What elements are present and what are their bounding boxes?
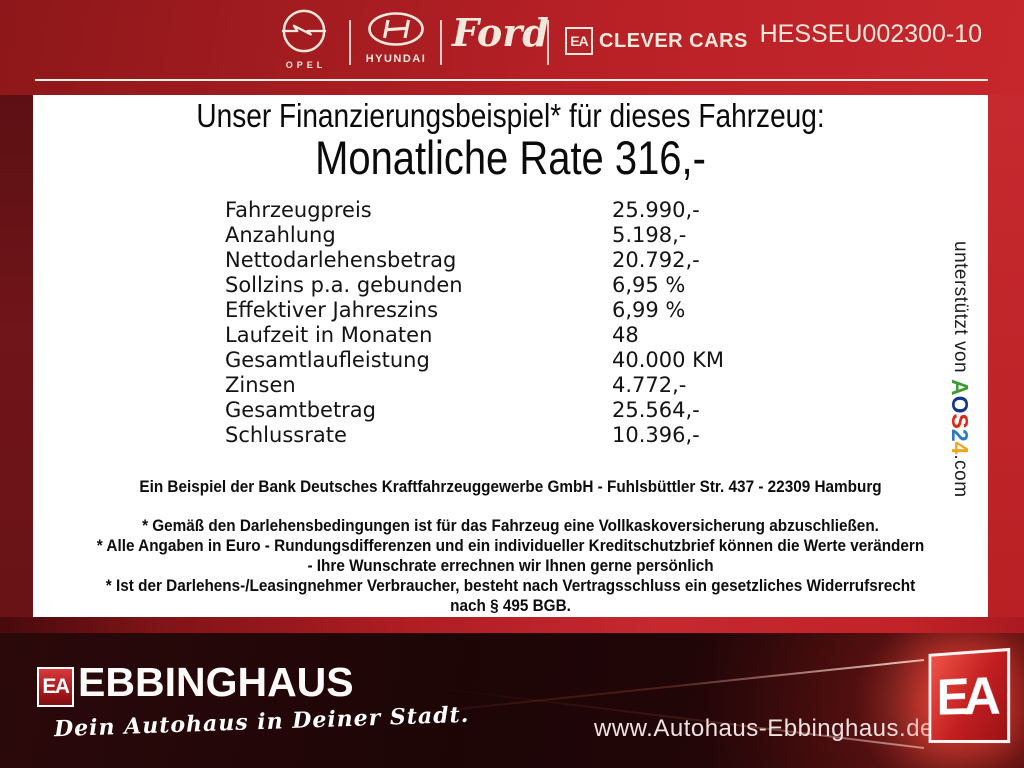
bank-note: Ein Beispiel der Bank Deutsches Kraftfah… xyxy=(139,477,882,496)
content-panel: Unser Finanzierungsbeispiel* für dieses … xyxy=(33,95,988,617)
clever-cars-logo: EA Clever Cars xyxy=(565,27,748,55)
hyundai-wordmark: HYUNDAI xyxy=(365,53,427,65)
finance-example-title: Unser Finanzierungsbeispiel* für dieses … xyxy=(196,97,825,134)
footnote-line: * Ist der Darlehens-/Leasingnehmer Verbr… xyxy=(105,576,916,595)
aos24-letter: 2 xyxy=(947,428,973,442)
footnote-line: * Alle Angaben in Euro - Rundungsdiffere… xyxy=(96,536,925,555)
aos24-letter: S xyxy=(947,413,973,429)
finance-value: 25.564,- xyxy=(612,397,700,422)
footer: EA EBBINGHAUS Dein Autohaus in Deiner St… xyxy=(0,633,1024,768)
finance-label: Gesamtlaufleistung xyxy=(225,347,430,372)
brand-separator xyxy=(547,20,549,65)
finance-label: Zinsen xyxy=(225,372,296,397)
finance-row: Laufzeit in Monaten 48 xyxy=(225,322,724,347)
finance-value: 5.198,- xyxy=(612,222,687,247)
finance-label: Fahrzeugpreis xyxy=(225,197,372,222)
finance-value: 25.990,- xyxy=(612,197,700,222)
finance-table: Fahrzeugpreis 25.990,- Anzahlung 5.198,-… xyxy=(225,197,724,447)
finance-row: Gesamtlaufleistung 40.000 KM xyxy=(225,347,724,372)
finance-value: 4.772,- xyxy=(612,372,687,397)
finance-row: Gesamtbetrag 25.564,- xyxy=(225,397,724,422)
website-url: www.Autohaus-Ebbinghaus.de xyxy=(594,715,934,742)
header-bar: OPEL HYUNDAI Ford EA Clever Cars HESSEU0… xyxy=(0,0,1024,95)
finance-label: Anzahlung xyxy=(225,222,336,247)
brand-separator xyxy=(440,20,442,65)
footnote-line: * Gemäß den Darlehensbedingungen ist für… xyxy=(142,516,879,535)
vehicle-id: HESSEU002300-10 xyxy=(759,20,982,48)
hyundai-emblem-icon xyxy=(367,12,425,51)
finance-row: Anzahlung 5.198,- xyxy=(225,222,724,247)
finance-label: Gesamtbetrag xyxy=(225,397,377,422)
ea-badge-icon: EA xyxy=(565,27,593,55)
aos24-letter: A xyxy=(947,378,973,396)
opel-wordmark: OPEL xyxy=(285,60,327,70)
finance-row: Sollzins p.a. gebunden 6,95 % xyxy=(225,272,724,297)
header-underline xyxy=(35,79,988,81)
ea-chip-logo: EA xyxy=(37,667,74,707)
dealer-tagline: Dein Autohaus in Deiner Stadt. xyxy=(53,701,470,743)
footer-red-band xyxy=(0,617,1024,633)
aos24-letter: 4 xyxy=(947,441,973,455)
clever-cars-wordmark: Clever Cars xyxy=(599,29,748,52)
finance-value: 6,99 % xyxy=(612,297,686,322)
finance-value: 20.792,- xyxy=(612,247,700,272)
finance-label: Sollzins p.a. gebunden xyxy=(225,272,463,297)
finance-row: Zinsen 4.772,- xyxy=(225,372,724,397)
finance-row: Nettodarlehensbetrag 20.792,- xyxy=(225,247,724,272)
finance-row: Effektiver Jahreszins 6,99 % xyxy=(225,297,724,322)
ea-3d-logo: EA xyxy=(928,647,1011,744)
finance-label: Nettodarlehensbetrag xyxy=(225,247,457,272)
aos24-logo: AOS24 xyxy=(947,378,973,455)
finance-label: Effektiver Jahreszins xyxy=(225,297,439,322)
right-accent-stripe xyxy=(988,95,1024,617)
finance-row: Schlussrate 10.396,- xyxy=(225,422,724,447)
footnote-line: - Ihre Wunschrate errechnen wir Ihnen ge… xyxy=(307,556,714,575)
finance-label: Schlussrate xyxy=(225,422,347,447)
aos24-letter: O xyxy=(947,395,973,414)
finance-label: Laufzeit in Monaten xyxy=(225,322,433,347)
monthly-rate-title: Monatliche Rate 316,- xyxy=(315,131,706,184)
ford-logo: Ford xyxy=(452,10,549,55)
hyundai-logo: HYUNDAI xyxy=(362,11,430,65)
footnote-line: nach § 495 BGB. xyxy=(450,596,571,615)
dealer-wordmark: EBBINGHAUS xyxy=(78,659,354,705)
supporter-sidebar: unterstützt von AOS24.com xyxy=(946,241,973,551)
finance-value: 40.000 KM xyxy=(612,347,725,372)
finance-value: 6,95 % xyxy=(612,272,686,297)
finance-value: 10.396,- xyxy=(612,422,700,447)
left-accent-stripe xyxy=(0,95,33,617)
ford-script-wordmark: Ford xyxy=(452,10,549,55)
opel-logo: OPEL xyxy=(276,8,332,70)
brand-separator xyxy=(349,20,351,65)
supported-by-text: unterstützt von xyxy=(950,241,971,379)
aos24-domain: .com xyxy=(950,454,971,498)
opel-emblem-icon xyxy=(281,9,327,58)
finance-value: 48 xyxy=(612,322,639,347)
finance-row: Fahrzeugpreis 25.990,- xyxy=(225,197,724,222)
footnotes: * Gemäß den Darlehensbedingungen ist für… xyxy=(33,516,988,616)
